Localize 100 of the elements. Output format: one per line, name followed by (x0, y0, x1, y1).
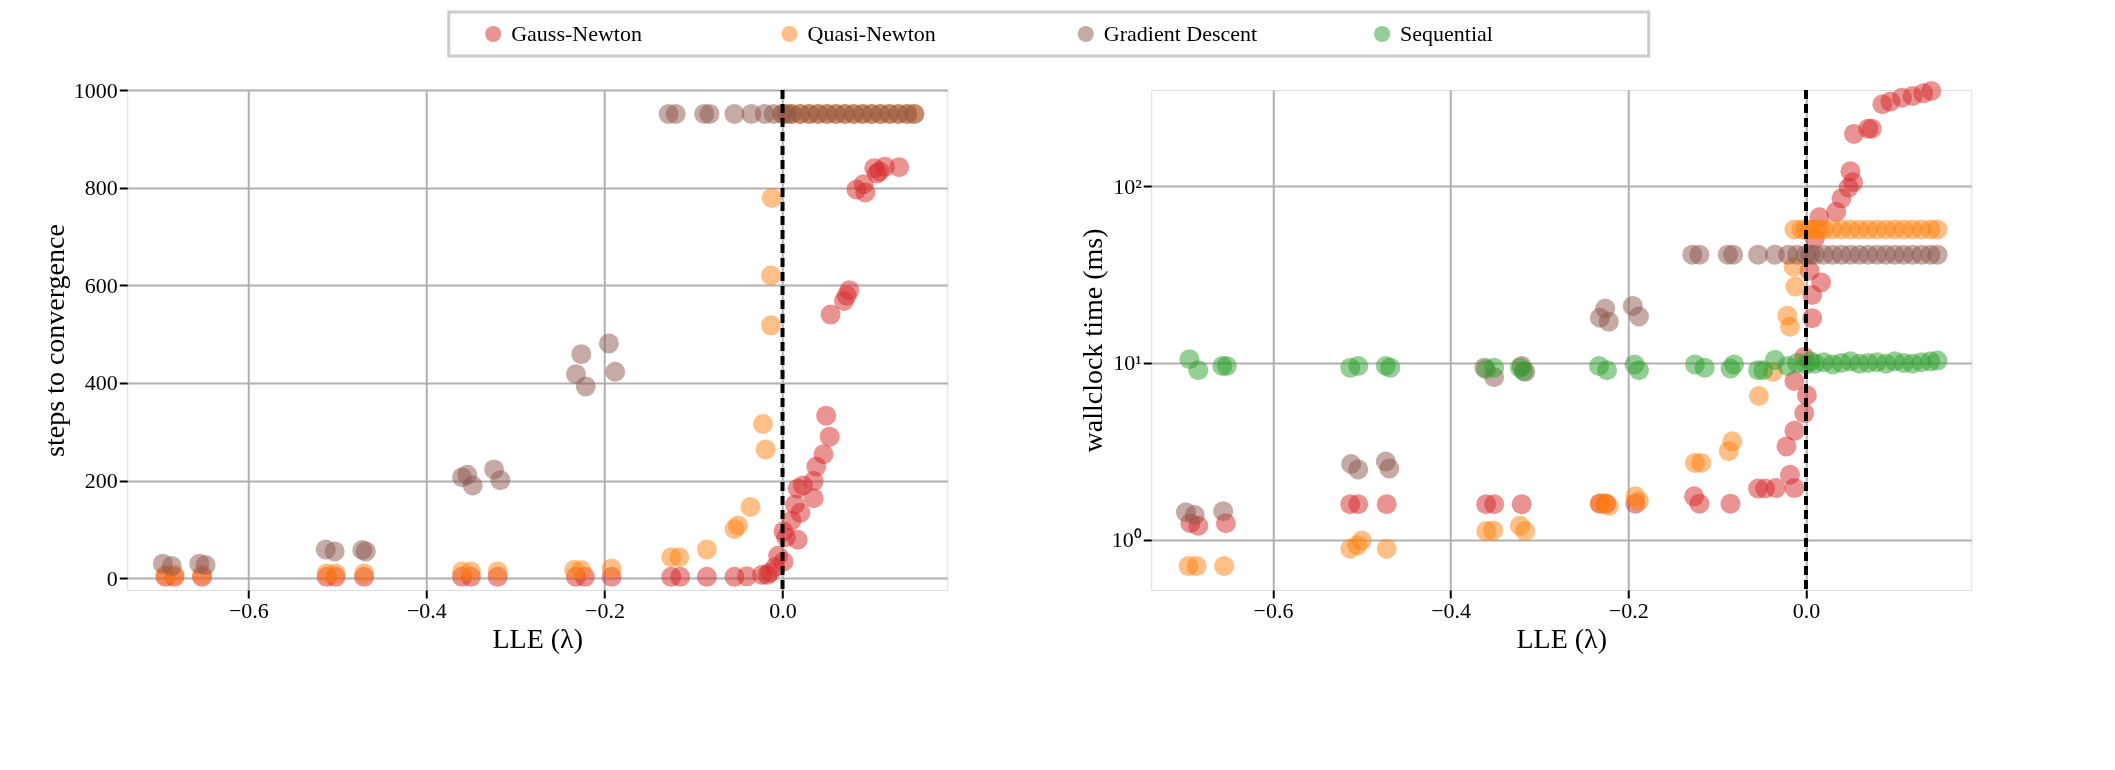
point (1484, 357, 1505, 378)
point (855, 182, 876, 203)
point (1184, 505, 1205, 526)
x-tick-label: 0.0 (769, 597, 797, 623)
point (1720, 493, 1741, 514)
point (740, 497, 761, 517)
point (803, 488, 824, 509)
y-axis-title: steps to convergence (38, 224, 70, 457)
point (696, 566, 717, 587)
point (1722, 431, 1743, 452)
point (816, 405, 837, 426)
point (1776, 436, 1797, 457)
point (161, 556, 182, 577)
point (1765, 478, 1786, 499)
point (1927, 244, 1948, 265)
point (820, 304, 841, 325)
point (601, 558, 622, 579)
point (1379, 458, 1400, 479)
point (790, 502, 811, 523)
point (1628, 360, 1649, 381)
x-tick-label: −0.4 (1431, 597, 1472, 623)
point (1597, 360, 1617, 381)
legend-label: Quasi-Newton (807, 21, 936, 46)
point (696, 539, 717, 560)
point (490, 470, 511, 491)
point (1598, 311, 1619, 332)
legend-label: Sequential (1400, 21, 1493, 46)
point (1483, 520, 1504, 541)
point (1348, 356, 1369, 377)
point (760, 265, 781, 286)
point (1380, 357, 1401, 378)
point (1784, 420, 1805, 441)
point (755, 439, 776, 460)
point (670, 566, 691, 587)
y-tick-label: 10⁰ (1111, 527, 1142, 553)
point (1780, 316, 1801, 337)
point (1213, 501, 1234, 522)
point (1188, 360, 1209, 381)
point (1348, 459, 1369, 480)
y-tick-label: 800 (84, 175, 118, 201)
point (195, 555, 216, 576)
point (487, 561, 508, 582)
point (760, 315, 781, 336)
point (1376, 494, 1397, 515)
point (575, 376, 596, 397)
point (1921, 80, 1942, 101)
point (1723, 244, 1744, 265)
y-tick-label: 1000 (73, 77, 118, 103)
y-tick-label: 0 (106, 565, 118, 591)
point (605, 361, 626, 382)
x-tick-label: −0.6 (1253, 597, 1294, 623)
x-tick-label: −0.2 (585, 597, 625, 623)
point (1811, 272, 1832, 293)
point (889, 157, 910, 178)
y-axis-title: wallclock time (ms) (1076, 228, 1108, 453)
point (1689, 244, 1710, 265)
y-tick-label: 600 (84, 272, 118, 298)
point (819, 426, 840, 447)
point (1689, 493, 1710, 514)
point (1511, 494, 1532, 515)
x-tick-label: −0.4 (406, 597, 447, 623)
point (724, 103, 745, 124)
x-tick-label: −0.6 (228, 597, 269, 623)
point (571, 344, 592, 365)
x-axis-title: LLE (λ) (1516, 622, 1608, 654)
y-tick-label: 10² (1113, 173, 1143, 199)
point (1840, 161, 1861, 182)
point (1484, 494, 1505, 515)
y-tick-label: 200 (84, 468, 118, 494)
point (1348, 494, 1369, 515)
point (324, 541, 345, 562)
point (1351, 530, 1372, 551)
point (1515, 521, 1536, 542)
point (787, 529, 808, 550)
x-tick-label: −0.2 (1608, 597, 1649, 623)
point (462, 475, 483, 496)
point (669, 547, 690, 568)
point (1784, 478, 1805, 499)
point (752, 414, 773, 434)
point (665, 103, 686, 124)
x-tick-label: 0.0 (1792, 597, 1821, 623)
point (1785, 276, 1806, 297)
y-tick-label: 10¹ (1113, 350, 1142, 376)
point (1927, 350, 1948, 371)
point (1376, 538, 1397, 559)
point (1691, 452, 1712, 473)
point (699, 103, 720, 124)
point (460, 561, 481, 582)
legend-label: Gauss-Newton (511, 21, 642, 46)
y-tick-label: 400 (84, 370, 118, 396)
point (1748, 386, 1769, 406)
point (839, 280, 860, 301)
point (761, 187, 782, 208)
legend-label: Gradient Descent (1103, 21, 1258, 46)
point (571, 560, 592, 580)
point (1214, 556, 1235, 577)
point (813, 444, 834, 465)
point (1927, 219, 1948, 240)
point (1694, 357, 1715, 378)
point (1186, 556, 1207, 577)
